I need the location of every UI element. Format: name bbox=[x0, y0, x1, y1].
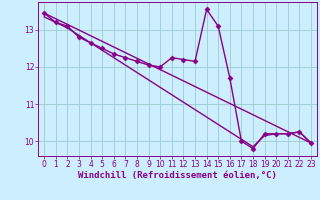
X-axis label: Windchill (Refroidissement éolien,°C): Windchill (Refroidissement éolien,°C) bbox=[78, 171, 277, 180]
